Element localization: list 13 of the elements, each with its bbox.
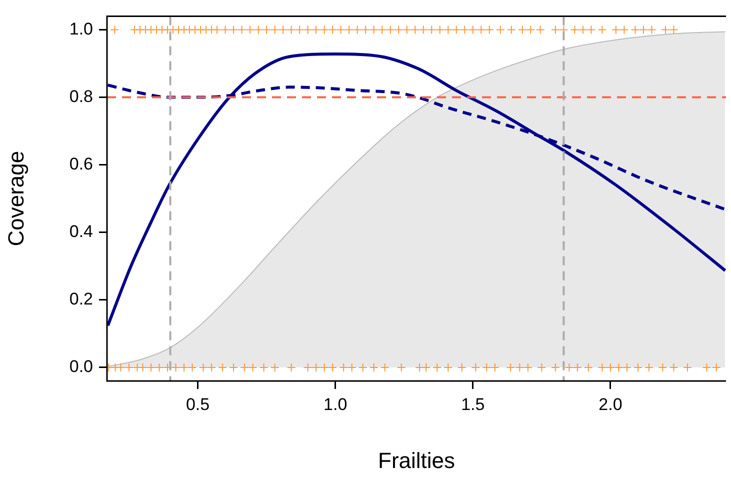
y-tick-label: 1.0 [69,19,93,38]
line-series [107,52,726,328]
y-axis-title: Coverage [3,150,28,246]
x-tick-label: 0.5 [186,394,210,414]
y-tick-label: 0.8 [69,86,93,106]
y-tick-label: 0.2 [69,290,93,309]
y-tick-label: 0.6 [69,154,93,174]
x-tick-label: 1.0 [324,394,348,414]
x-tick-label: 1.5 [461,394,485,414]
y-tick-label: 0.4 [69,222,93,242]
x-axis-title: Frailties [378,448,456,473]
y-tick-label: 0.0 [69,357,93,376]
x-tick-label: 2.0 [598,394,622,414]
